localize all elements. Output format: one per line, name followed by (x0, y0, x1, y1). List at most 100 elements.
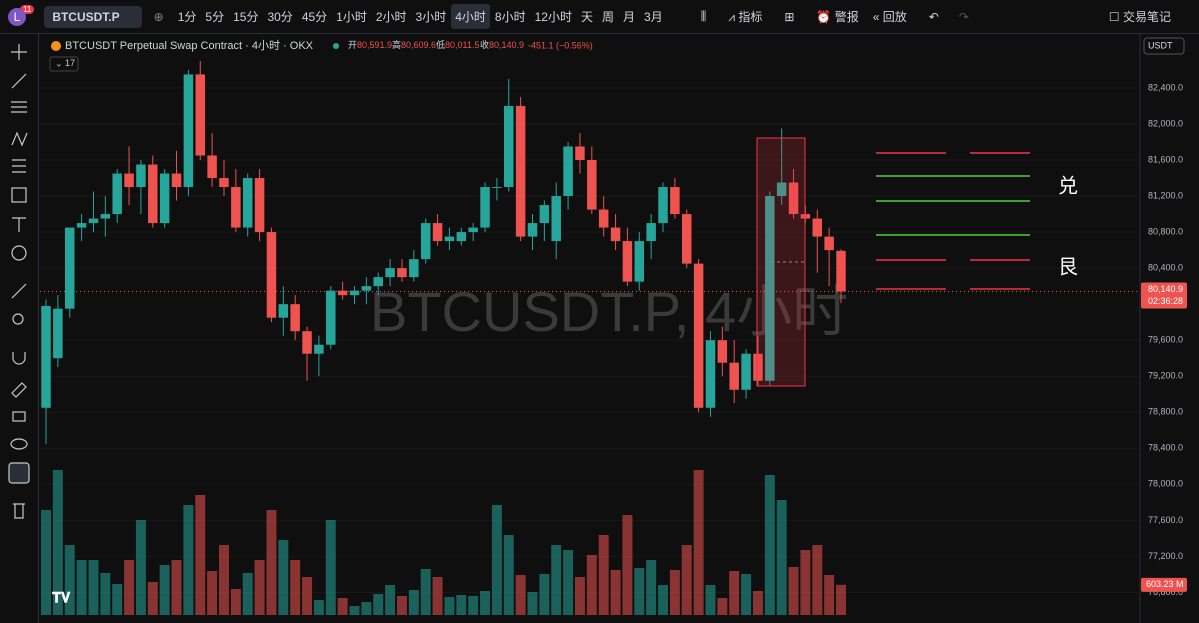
redo[interactable]: ↷ (958, 9, 969, 24)
volume-bar (444, 597, 455, 615)
interval[interactable]: 45分 (301, 10, 328, 24)
volume-bar (242, 573, 253, 615)
volume-bar (741, 574, 752, 615)
symbol[interactable]: BTCUSDT.P (44, 5, 142, 28)
fib[interactable] (11, 101, 27, 113)
trendline[interactable] (11, 73, 27, 89)
volume-bar (325, 520, 336, 615)
pattern[interactable] (11, 131, 28, 147)
ohlc-label: 收 (480, 39, 489, 50)
candle-body (670, 187, 680, 215)
badge: 11 (20, 5, 35, 14)
candle-body (527, 223, 538, 237)
interval[interactable]: 月 (623, 10, 636, 24)
crosshair[interactable] (11, 44, 27, 60)
replay[interactable]: « 回放 (872, 10, 907, 24)
interval[interactable]: 3小时 (415, 10, 447, 24)
candle-body (148, 164, 158, 224)
y-tick-label: 80,400.0 (1148, 263, 1183, 273)
red-levels[interactable] (876, 152, 1030, 290)
last-price-tag (1141, 282, 1187, 309)
notes[interactable]: ☐ 交易笔记 (1108, 10, 1171, 24)
volume-bar (527, 592, 538, 615)
ruler[interactable] (11, 283, 27, 299)
y-tick-label: 81,200.0 (1148, 190, 1183, 200)
forecast[interactable] (12, 159, 26, 173)
zoom[interactable] (12, 313, 24, 325)
candle-body (705, 340, 716, 408)
trash[interactable] (13, 503, 25, 519)
eye[interactable] (10, 438, 28, 450)
volume-bar (669, 570, 680, 615)
volume-bar (159, 565, 170, 615)
ohlc-label: 开 (348, 40, 357, 50)
volume-bar (408, 590, 419, 615)
avatar[interactable]: L (8, 7, 26, 26)
interval[interactable]: 1分 (177, 10, 197, 24)
interval[interactable]: 30分 (267, 10, 293, 24)
candle-body (824, 236, 834, 251)
lock-draw[interactable] (11, 382, 27, 398)
indicators[interactable]: ⩘ 指标 (728, 10, 763, 24)
candle-body (717, 340, 728, 363)
lock[interactable] (12, 411, 26, 422)
volume-bar (135, 520, 146, 615)
interval[interactable]: 1小时 (336, 10, 367, 24)
ohlc-value: 80,591.9 (357, 40, 392, 50)
tv-logo: 𝐓𝐕 (52, 590, 71, 606)
candle-body (504, 105, 514, 188)
interval[interactable]: 天 (580, 10, 593, 24)
ohlc-item: 低80,011.5 (436, 39, 479, 50)
volume-bar (278, 540, 289, 615)
candle-body (159, 173, 170, 224)
currency-box[interactable] (1143, 37, 1185, 55)
interval[interactable]: 2小时 (375, 10, 407, 24)
interval[interactable]: 5分 (205, 10, 225, 24)
interval[interactable]: 15分 (233, 10, 259, 24)
green-levels[interactable] (876, 175, 1030, 236)
interval[interactable]: 周 (601, 10, 614, 24)
y-tick-label: 82,400.0 (1148, 82, 1183, 92)
candle-body (207, 155, 217, 179)
add-symbol[interactable]: ⊕ (153, 9, 164, 24)
ohlc-label: 低 (436, 39, 445, 50)
layout-icon[interactable]: ⊞ (784, 9, 795, 24)
volume-bar (598, 535, 609, 615)
volume-bar (563, 550, 574, 615)
volume-bar (836, 584, 846, 615)
volume-bar (693, 470, 704, 615)
volume-bar (420, 569, 431, 615)
candle-body (231, 187, 241, 228)
emoji[interactable] (11, 245, 27, 261)
interval[interactable]: 12小时 (534, 10, 572, 24)
candle-body (397, 268, 407, 278)
indicator-box[interactable] (49, 56, 79, 72)
y-tick-label: 77,600.0 (1148, 515, 1183, 525)
interval[interactable]: 4小时 (451, 4, 490, 29)
volume-bar (824, 575, 835, 615)
shapes[interactable] (11, 187, 27, 203)
candle-body (551, 196, 561, 242)
link[interactable] (8, 462, 30, 484)
candle-body (64, 227, 75, 309)
magnet[interactable] (12, 352, 26, 365)
volume-bar (373, 594, 384, 615)
candle-body (729, 362, 739, 390)
status-dot (333, 43, 339, 49)
volume-bar (491, 505, 502, 615)
volume-bar (349, 606, 360, 615)
volume-bar (551, 545, 562, 615)
undo[interactable]: ↶ (928, 9, 939, 24)
volume-bar (100, 573, 111, 615)
candle-body (183, 74, 194, 188)
volume-bar (480, 591, 491, 615)
candle-body (41, 305, 51, 408)
chart-type-icon[interactable]: ⫼ (700, 9, 707, 23)
alerts[interactable]: ⏰ 警报 (816, 10, 859, 24)
candle-body (409, 259, 419, 278)
interval[interactable]: 8小时 (494, 10, 526, 24)
volume-bar (183, 505, 194, 615)
interval[interactable]: 3月 (644, 10, 663, 24)
text-tool[interactable] (12, 217, 26, 232)
